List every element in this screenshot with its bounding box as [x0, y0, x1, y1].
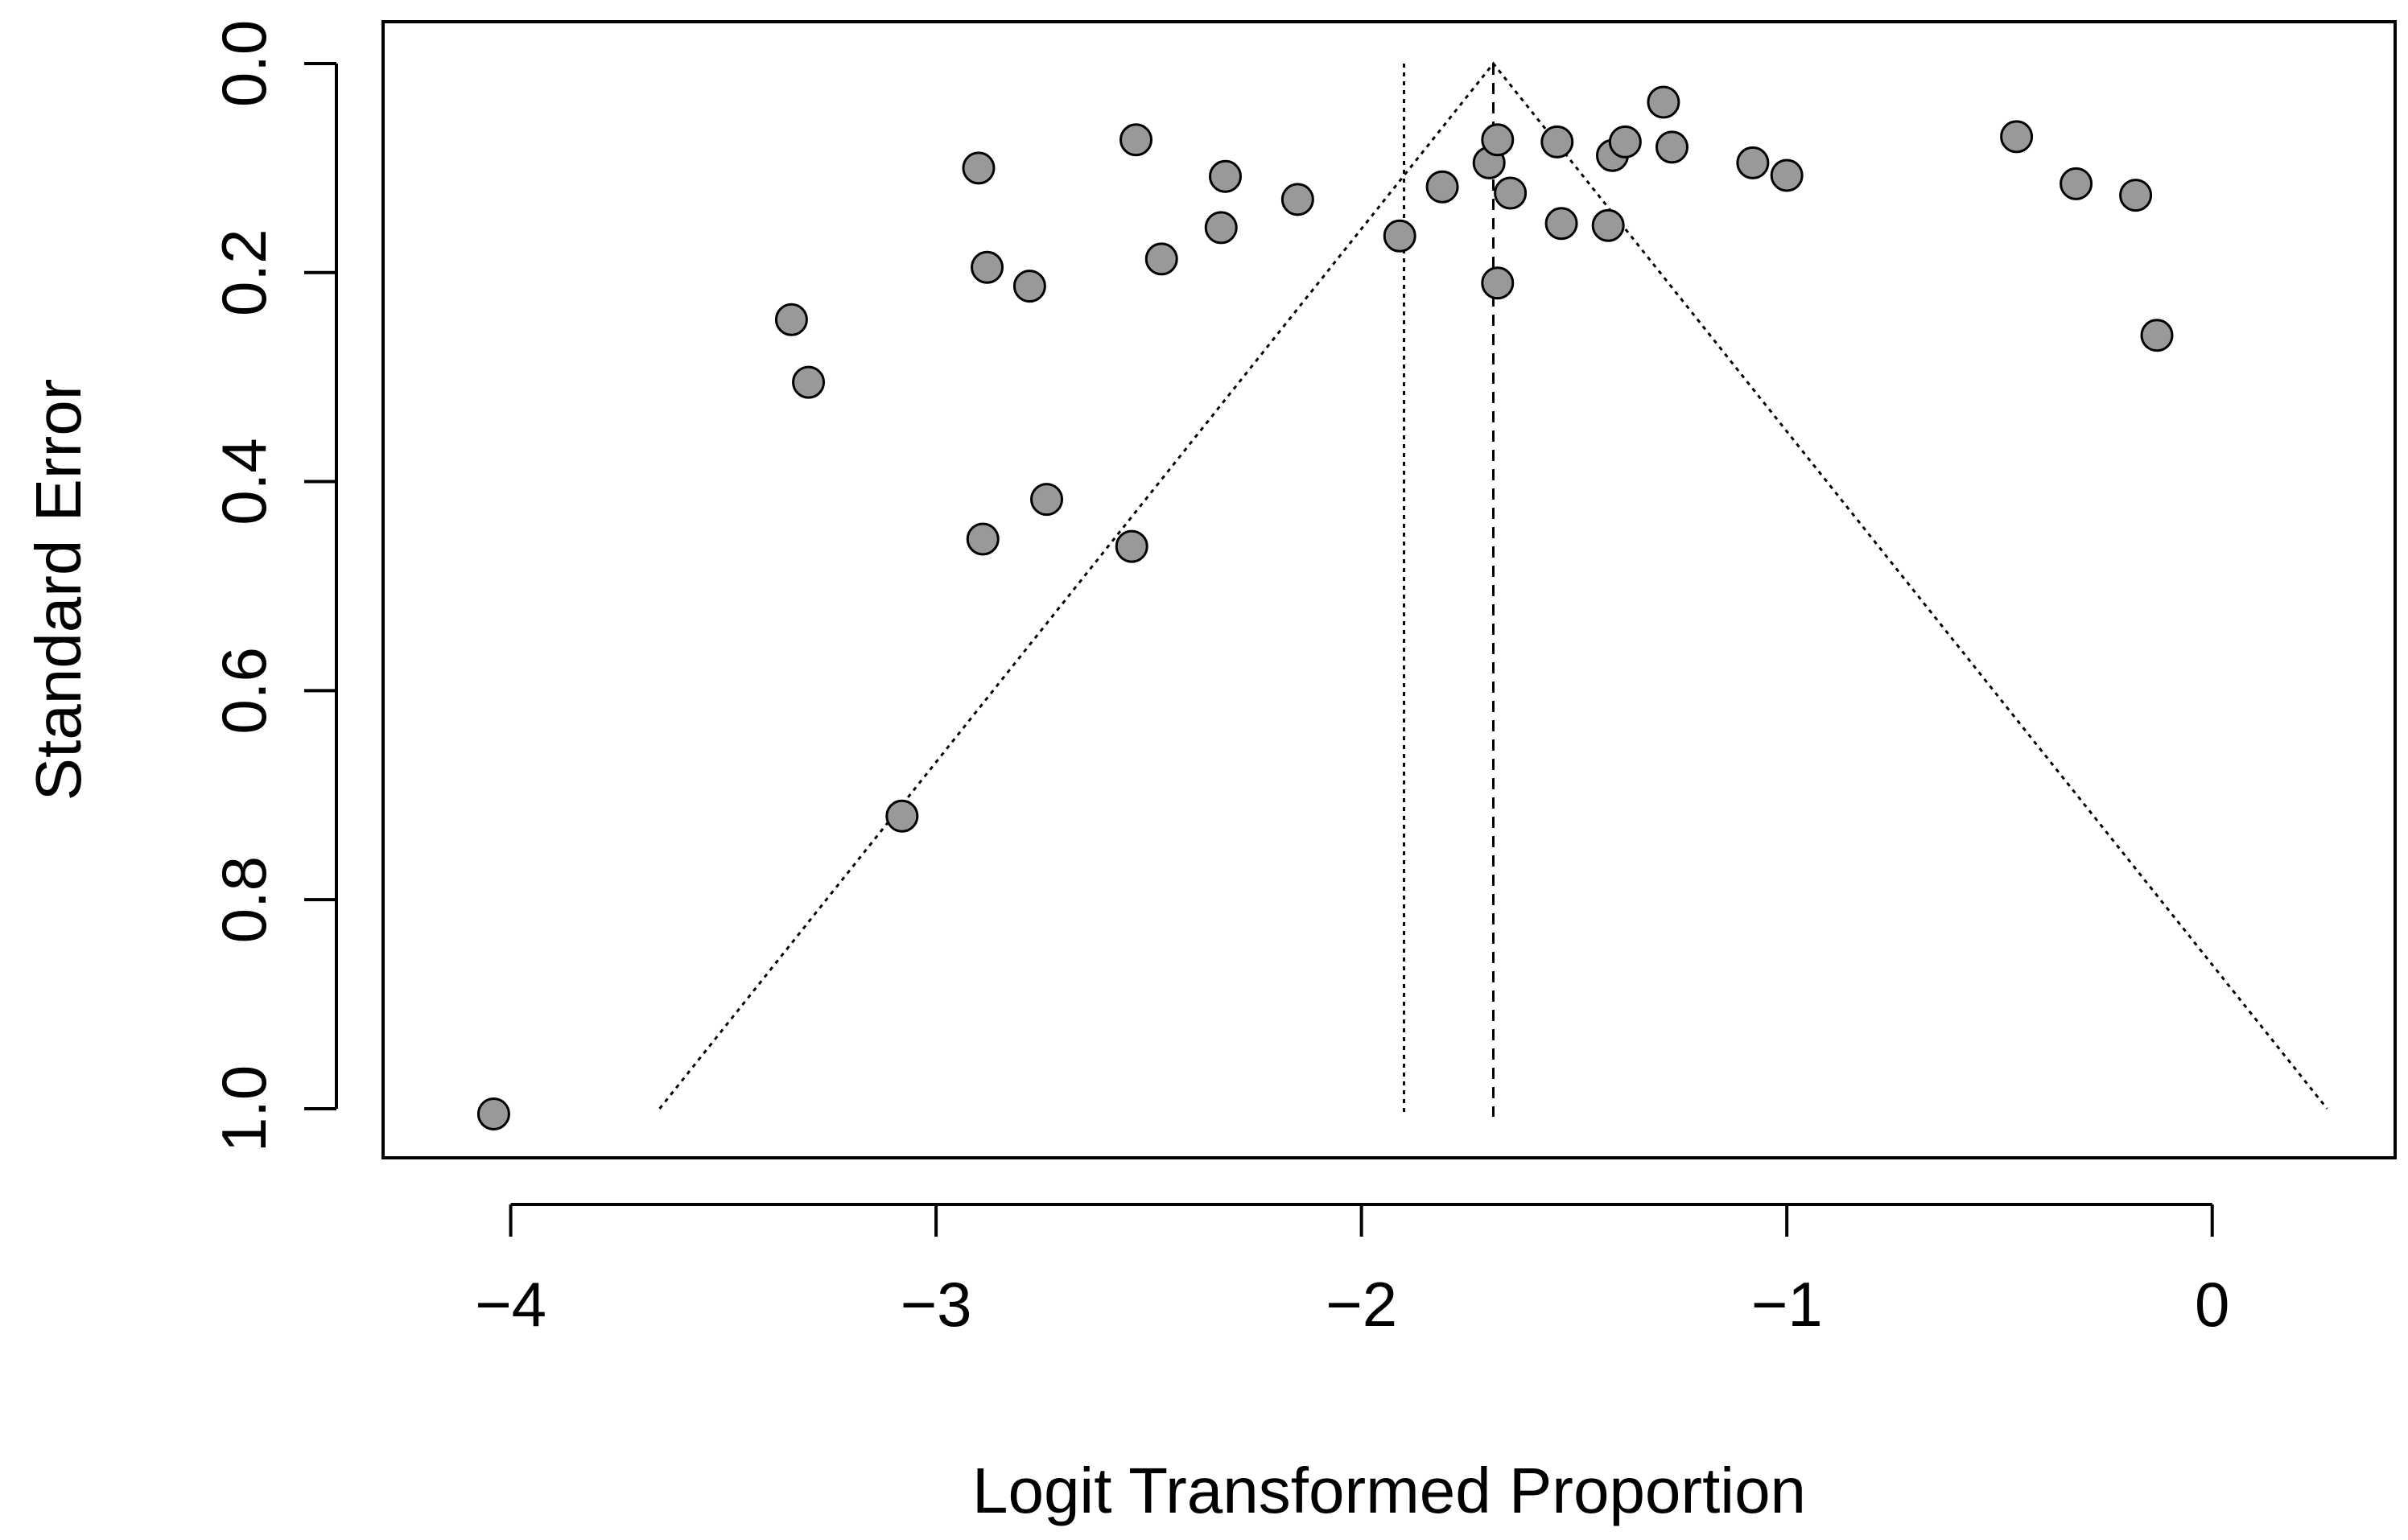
data-point	[1481, 266, 1515, 300]
data-point	[962, 151, 996, 185]
data-point	[774, 303, 808, 336]
data-point	[1425, 170, 1459, 204]
data-point	[1655, 130, 1688, 164]
x-axis-title: Logit Transformed Proportion	[972, 1455, 1806, 1526]
y-axis-title: Standard Error	[23, 379, 94, 801]
data-point	[1736, 146, 1770, 179]
data-point	[1608, 125, 1642, 159]
data-point	[1647, 85, 1680, 119]
data-points	[476, 85, 2174, 1130]
y-tick-label: 0.8	[208, 856, 279, 943]
y-axis: 0.0 0.2 0.4 0.6 0.8 1.0	[208, 20, 338, 1152]
y-tick-label: 0.2	[208, 229, 279, 316]
data-point	[2119, 179, 2153, 212]
data-point	[1144, 242, 1178, 276]
data-point	[1115, 529, 1148, 563]
y-tick-label: 0.0	[208, 20, 279, 107]
data-point	[1280, 183, 1314, 216]
x-tick-label: −3	[901, 1269, 972, 1340]
data-point	[1209, 159, 1243, 193]
data-point	[792, 365, 826, 399]
x-tick-label: −4	[475, 1269, 546, 1340]
data-point	[966, 522, 1000, 556]
data-point	[2000, 120, 2034, 154]
data-point	[1383, 219, 1416, 253]
y-tick-label: 0.4	[208, 438, 279, 525]
data-point	[1030, 483, 1064, 517]
data-point	[1204, 211, 1238, 245]
y-tick-label: 0.6	[208, 647, 279, 734]
data-point	[1481, 123, 1515, 157]
y-tick-label: 1.0	[208, 1065, 279, 1152]
x-tick-label: −1	[1751, 1269, 1823, 1340]
data-point	[2060, 167, 2093, 200]
x-tick-label: 0	[2195, 1269, 2229, 1340]
plot-frame	[381, 20, 2397, 1159]
data-point	[1591, 208, 1625, 242]
funnel-lines	[658, 61, 2328, 1117]
data-point	[885, 799, 919, 833]
x-tick-label: −2	[1326, 1269, 1397, 1340]
data-point	[1012, 270, 1046, 303]
data-point	[476, 1097, 510, 1130]
data-point	[1544, 207, 1578, 241]
data-point	[1540, 125, 1574, 159]
data-point	[1770, 159, 1804, 192]
data-point	[1494, 176, 1528, 210]
x-axis: −4 −3 −2 −1 0	[475, 1203, 2229, 1340]
data-point	[1119, 123, 1153, 157]
data-point	[2140, 319, 2174, 352]
data-point	[971, 250, 1004, 284]
